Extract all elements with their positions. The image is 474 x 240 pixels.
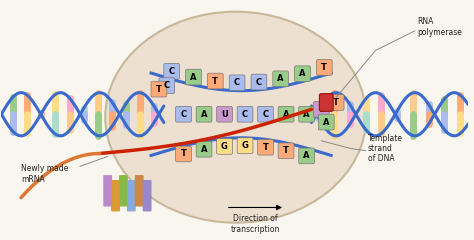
FancyBboxPatch shape — [111, 180, 120, 211]
FancyBboxPatch shape — [217, 138, 232, 154]
FancyBboxPatch shape — [278, 143, 294, 159]
FancyBboxPatch shape — [119, 175, 128, 206]
Text: C: C — [242, 110, 248, 119]
Text: C: C — [181, 110, 187, 119]
Text: A: A — [303, 110, 310, 119]
Text: T: T — [156, 85, 162, 94]
Text: T: T — [263, 143, 268, 152]
FancyBboxPatch shape — [217, 106, 232, 122]
Text: RNA
polymerase: RNA polymerase — [417, 17, 462, 37]
FancyBboxPatch shape — [151, 81, 167, 97]
Text: A: A — [277, 74, 284, 83]
FancyBboxPatch shape — [237, 138, 253, 154]
FancyBboxPatch shape — [103, 175, 112, 206]
Text: T: T — [283, 146, 289, 155]
Text: Direction of
transcription: Direction of transcription — [231, 214, 280, 234]
FancyBboxPatch shape — [258, 139, 273, 155]
Text: U: U — [221, 110, 228, 119]
Text: C: C — [164, 81, 170, 90]
FancyBboxPatch shape — [208, 73, 223, 89]
FancyBboxPatch shape — [299, 106, 314, 122]
FancyBboxPatch shape — [258, 106, 273, 122]
Text: T: T — [321, 63, 327, 72]
Text: U: U — [318, 105, 325, 114]
FancyBboxPatch shape — [127, 180, 136, 211]
FancyBboxPatch shape — [196, 141, 212, 157]
FancyBboxPatch shape — [313, 102, 329, 117]
Text: Newly made
mRNA: Newly made mRNA — [21, 164, 68, 184]
FancyBboxPatch shape — [273, 71, 289, 87]
FancyBboxPatch shape — [176, 106, 191, 122]
Text: T: T — [212, 77, 218, 86]
Text: T: T — [181, 150, 186, 158]
Text: G: G — [221, 142, 228, 151]
Text: A: A — [201, 110, 207, 119]
Text: A: A — [323, 118, 329, 126]
FancyBboxPatch shape — [229, 75, 245, 91]
Text: C: C — [263, 110, 269, 119]
Text: A: A — [299, 69, 306, 78]
Text: T: T — [333, 98, 339, 107]
FancyBboxPatch shape — [319, 114, 334, 130]
FancyBboxPatch shape — [299, 148, 314, 164]
FancyBboxPatch shape — [319, 94, 333, 111]
Text: A: A — [201, 145, 207, 154]
Text: Template
strand
of DNA: Template strand of DNA — [368, 134, 402, 163]
FancyBboxPatch shape — [295, 66, 310, 82]
Text: A: A — [190, 72, 197, 82]
FancyBboxPatch shape — [176, 146, 191, 162]
FancyBboxPatch shape — [237, 106, 253, 122]
Text: A: A — [283, 110, 289, 119]
Text: C: C — [234, 78, 240, 87]
FancyBboxPatch shape — [328, 95, 344, 110]
FancyBboxPatch shape — [196, 106, 212, 122]
Text: A: A — [303, 151, 310, 160]
Ellipse shape — [105, 12, 366, 223]
FancyBboxPatch shape — [251, 74, 267, 90]
Text: C: C — [169, 67, 175, 76]
FancyBboxPatch shape — [278, 106, 294, 122]
FancyBboxPatch shape — [135, 175, 144, 206]
FancyBboxPatch shape — [143, 180, 152, 211]
FancyBboxPatch shape — [186, 69, 201, 85]
FancyBboxPatch shape — [159, 78, 174, 93]
Text: G: G — [242, 141, 248, 150]
Text: C: C — [256, 78, 262, 87]
FancyBboxPatch shape — [317, 60, 332, 75]
FancyBboxPatch shape — [164, 63, 180, 79]
